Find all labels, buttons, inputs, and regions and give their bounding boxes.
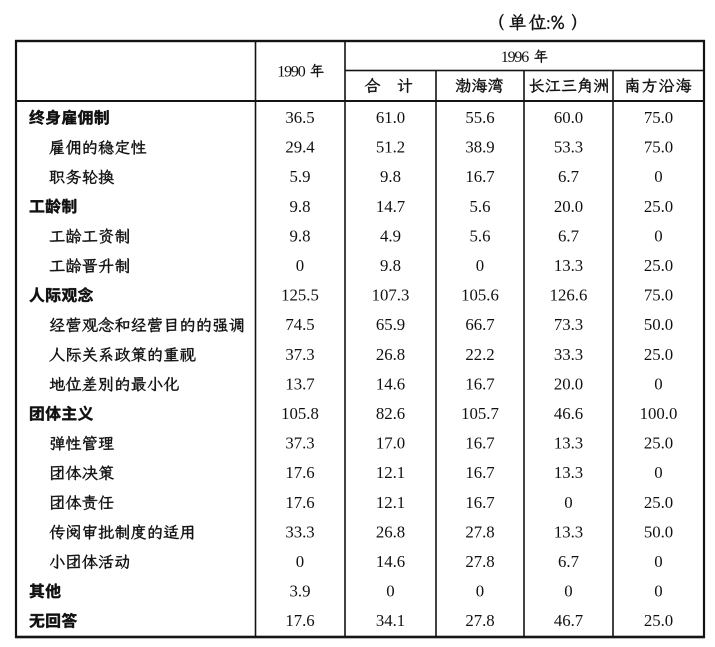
- svg-text:60.0: 60.0: [554, 108, 583, 127]
- svg-text:55.6: 55.6: [465, 108, 494, 127]
- svg-text:14.6: 14.6: [376, 552, 405, 571]
- svg-text:6.7: 6.7: [558, 552, 579, 571]
- svg-text:27.8: 27.8: [465, 522, 494, 541]
- svg-text:25.0: 25.0: [644, 256, 673, 275]
- svg-text:75.0: 75.0: [644, 108, 673, 127]
- svg-text:0: 0: [386, 582, 394, 601]
- svg-text:50.0: 50.0: [644, 315, 673, 334]
- svg-text:75.0: 75.0: [644, 138, 673, 157]
- svg-text:61.0: 61.0: [376, 108, 405, 127]
- svg-text:73.3: 73.3: [554, 315, 583, 334]
- svg-text:26.8: 26.8: [376, 522, 405, 541]
- svg-text:0: 0: [564, 582, 572, 601]
- svg-text:27.8: 27.8: [465, 611, 494, 630]
- svg-text:0: 0: [564, 493, 572, 512]
- svg-text:0: 0: [654, 582, 662, 601]
- svg-text:17.6: 17.6: [285, 611, 314, 630]
- svg-text:5.6: 5.6: [470, 226, 491, 245]
- svg-text:46.6: 46.6: [554, 404, 583, 423]
- svg-text:9.8: 9.8: [380, 256, 401, 275]
- svg-text:105.7: 105.7: [461, 404, 499, 423]
- svg-text:0: 0: [654, 167, 662, 186]
- svg-text:13.7: 13.7: [285, 374, 314, 393]
- svg-text:75.0: 75.0: [644, 286, 673, 305]
- svg-text:1996: 1996: [501, 49, 529, 66]
- svg-text:65.9: 65.9: [376, 315, 405, 334]
- svg-text:34.1: 34.1: [376, 611, 405, 630]
- svg-text:5.9: 5.9: [290, 167, 311, 186]
- svg-text:0: 0: [296, 256, 304, 275]
- svg-text:22.2: 22.2: [465, 345, 494, 364]
- svg-text:17.0: 17.0: [376, 434, 405, 453]
- svg-text:66.7: 66.7: [465, 315, 494, 334]
- svg-text:100.0: 100.0: [640, 404, 678, 423]
- svg-text:25.0: 25.0: [644, 611, 673, 630]
- svg-text:9.8: 9.8: [380, 167, 401, 186]
- svg-text:16.7: 16.7: [465, 493, 494, 512]
- svg-text:25.0: 25.0: [644, 345, 673, 364]
- svg-text:13.3: 13.3: [554, 522, 583, 541]
- svg-text:16.7: 16.7: [465, 463, 494, 482]
- svg-text:29.4: 29.4: [285, 138, 315, 157]
- svg-text:0: 0: [654, 463, 662, 482]
- svg-text:3.9: 3.9: [290, 582, 311, 601]
- svg-text:6.7: 6.7: [558, 167, 579, 186]
- svg-text:13.3: 13.3: [554, 256, 583, 275]
- svg-text:0: 0: [654, 226, 662, 245]
- svg-text:25.0: 25.0: [644, 434, 673, 453]
- svg-text:27.8: 27.8: [465, 552, 494, 571]
- svg-text:53.3: 53.3: [554, 138, 583, 157]
- svg-text:107.3: 107.3: [372, 286, 410, 305]
- svg-text:6.7: 6.7: [558, 226, 579, 245]
- svg-text:51.2: 51.2: [376, 138, 405, 157]
- svg-text:125.5: 125.5: [281, 286, 319, 305]
- svg-text:9.8: 9.8: [290, 197, 311, 216]
- svg-text:20.0: 20.0: [554, 374, 583, 393]
- svg-text:20.0: 20.0: [554, 197, 583, 216]
- svg-text:25.0: 25.0: [644, 493, 673, 512]
- svg-text:25.0: 25.0: [644, 197, 673, 216]
- svg-text:0: 0: [476, 256, 484, 275]
- svg-text:0: 0: [654, 374, 662, 393]
- svg-text:82.6: 82.6: [376, 404, 405, 423]
- svg-text:33.3: 33.3: [554, 345, 583, 364]
- svg-text:126.6: 126.6: [550, 286, 588, 305]
- svg-text:0: 0: [654, 552, 662, 571]
- svg-text:14.7: 14.7: [376, 197, 405, 216]
- svg-text:14.6: 14.6: [376, 374, 405, 393]
- svg-text:17.6: 17.6: [285, 493, 314, 512]
- svg-text:4.9: 4.9: [380, 226, 401, 245]
- svg-text:105.8: 105.8: [281, 404, 319, 423]
- svg-text:16.7: 16.7: [465, 434, 494, 453]
- svg-text:36.5: 36.5: [285, 108, 314, 127]
- svg-text:33.3: 33.3: [285, 522, 314, 541]
- svg-text:17.6: 17.6: [285, 463, 314, 482]
- svg-text:38.9: 38.9: [465, 138, 494, 157]
- svg-text:46.7: 46.7: [554, 611, 583, 630]
- svg-text:16.7: 16.7: [465, 167, 494, 186]
- svg-text:12.1: 12.1: [376, 463, 405, 482]
- svg-text:0: 0: [476, 582, 484, 601]
- svg-text:13.3: 13.3: [554, 463, 583, 482]
- svg-text:37.3: 37.3: [285, 434, 314, 453]
- svg-text:13.3: 13.3: [554, 434, 583, 453]
- svg-text:16.7: 16.7: [465, 374, 494, 393]
- svg-text:1990: 1990: [277, 64, 305, 81]
- svg-text:74.5: 74.5: [285, 315, 314, 334]
- svg-text:12.1: 12.1: [376, 493, 405, 512]
- svg-text:26.8: 26.8: [376, 345, 405, 364]
- svg-text:105.6: 105.6: [461, 286, 499, 305]
- svg-text:50.0: 50.0: [644, 522, 673, 541]
- svg-text:5.6: 5.6: [470, 197, 491, 216]
- svg-text:37.3: 37.3: [285, 345, 314, 364]
- svg-text:9.8: 9.8: [290, 226, 311, 245]
- svg-text:0: 0: [296, 552, 304, 571]
